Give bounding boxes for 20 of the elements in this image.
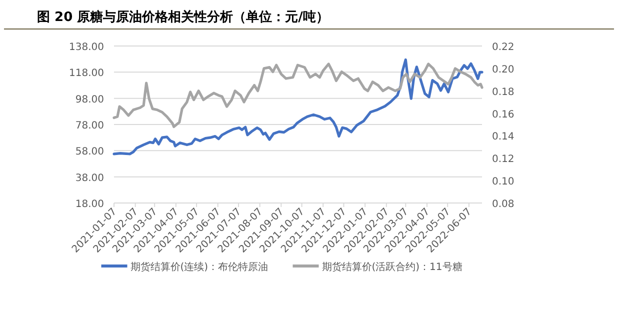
y2-tick-label: 0.20 <box>492 64 514 76</box>
y2-tick-label: 0.22 <box>492 42 514 53</box>
y-tick-label: 38.00 <box>75 172 104 184</box>
line-series <box>112 58 484 156</box>
legend-label: 期货结算价(活跃合约)：11号糖 <box>322 261 462 273</box>
y-tick-label: 98.00 <box>75 94 104 106</box>
chart-title: 图 20 原糖与原油价格相关性分析（单位：元/吨） <box>37 9 329 25</box>
line-series <box>112 62 484 128</box>
legend-label: 期货结算价(连续)：布伦特原油 <box>130 261 268 273</box>
y-tick-label: 118.00 <box>69 68 104 80</box>
y2-tick-label: 0.16 <box>492 109 514 120</box>
y2-tick-label: 0.10 <box>492 176 514 188</box>
y2-tick-label: 0.12 <box>492 154 514 166</box>
y-tick-label: 138.00 <box>69 42 104 53</box>
y-tick-label: 18.00 <box>75 199 104 210</box>
y2-tick-label: 0.18 <box>492 86 514 98</box>
y-tick-label: 78.00 <box>75 120 104 132</box>
y-tick-label: 58.00 <box>75 146 104 158</box>
y2-tick-label: 0.14 <box>492 132 514 143</box>
y2-tick-label: 0.08 <box>492 199 514 210</box>
